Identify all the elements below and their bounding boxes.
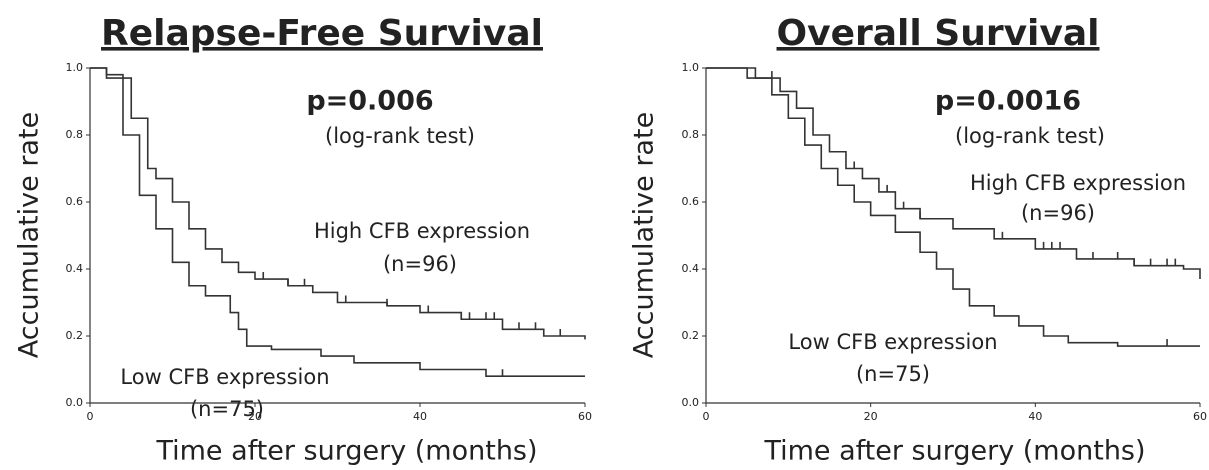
x-tick-label: 20 xyxy=(864,410,878,423)
series-n: (n=75) xyxy=(190,397,264,421)
y-axis-label: Accumulative rate xyxy=(629,112,660,358)
x-tick-label: 40 xyxy=(1028,410,1042,423)
x-tick-label: 60 xyxy=(578,410,592,423)
p-value: p=0.006 xyxy=(306,86,433,117)
y-tick-label: 0.0 xyxy=(66,396,84,409)
series-label: Low CFB expression xyxy=(120,365,329,389)
y-tick-label: 0.6 xyxy=(66,195,84,208)
series-label: Low CFB expression xyxy=(788,330,997,354)
test-name: (log-rank test) xyxy=(325,124,475,148)
series-n: (n=96) xyxy=(1021,201,1095,225)
x-tick-label: 40 xyxy=(413,410,427,423)
y-tick-label: 0.0 xyxy=(682,396,700,409)
chart-title: Overall Survival xyxy=(777,13,1100,54)
x-tick-label: 0 xyxy=(703,410,710,423)
y-tick-label: 0.6 xyxy=(682,195,700,208)
y-tick-label: 1.0 xyxy=(682,61,700,74)
series-label: High CFB expression xyxy=(314,219,530,243)
survival-curve xyxy=(90,67,585,377)
series-label: High CFB expression xyxy=(970,171,1186,195)
y-tick-label: 0.2 xyxy=(66,329,84,342)
x-tick-label: 20 xyxy=(248,410,262,423)
y-tick-label: 0.8 xyxy=(682,128,700,141)
y-tick-label: 0.4 xyxy=(682,262,700,275)
y-tick-label: 1.0 xyxy=(66,61,84,74)
x-axis-label: Time after surgery (months) xyxy=(155,436,537,467)
y-tick-label: 0.2 xyxy=(682,329,700,342)
y-axis-label: Accumulative rate xyxy=(14,112,45,358)
x-tick-label: 0 xyxy=(87,410,94,423)
x-axis-label: Time after surgery (months) xyxy=(763,436,1145,467)
chart-title: Relapse-Free Survival xyxy=(101,13,543,54)
x-tick-label: 60 xyxy=(1193,410,1207,423)
survival-curve xyxy=(706,67,1200,347)
test-name: (log-rank test) xyxy=(955,124,1105,148)
y-tick-label: 0.8 xyxy=(66,128,84,141)
y-tick-label: 0.4 xyxy=(66,262,84,275)
series-n: (n=96) xyxy=(383,252,457,276)
p-value: p=0.0016 xyxy=(935,86,1081,117)
series-n: (n=75) xyxy=(856,362,930,386)
